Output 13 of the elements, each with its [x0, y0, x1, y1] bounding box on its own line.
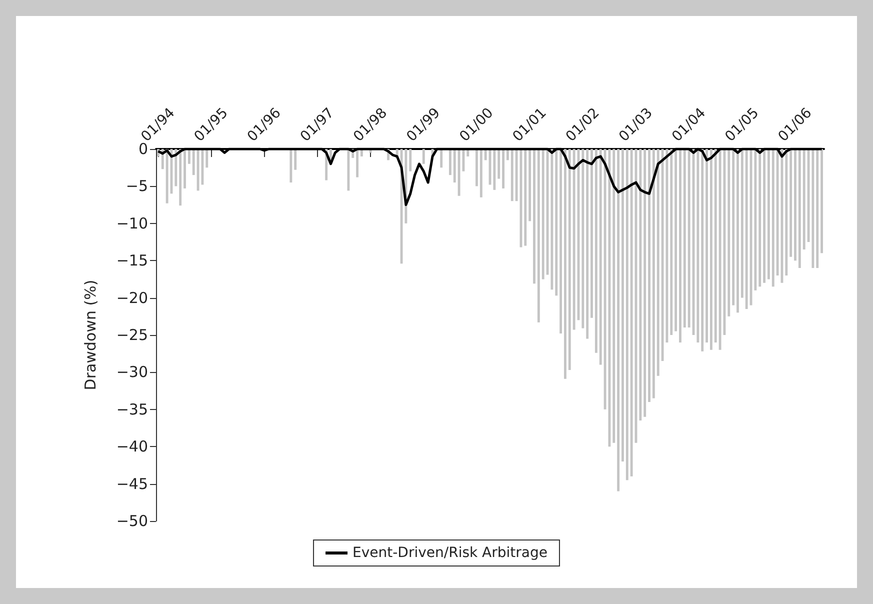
- y-tick-label: −5: [126, 177, 148, 196]
- legend-label: Event-Driven/Risk Arbitrage: [352, 545, 548, 561]
- y-tick-label: −35: [116, 400, 148, 418]
- y-tick-label: −10: [116, 214, 148, 232]
- y-tick-label: −45: [116, 474, 148, 493]
- y-tick-label: −20: [116, 288, 148, 307]
- y-tick-label: −40: [116, 438, 148, 456]
- y-axis-title: Drawdown (%): [82, 280, 100, 390]
- y-tick-label: −30: [116, 363, 148, 382]
- y-tick-label: −15: [116, 252, 148, 270]
- y-tick-label: 0: [138, 140, 148, 158]
- y-tick-label: −25: [116, 326, 148, 344]
- y-tick-label: −50: [116, 512, 148, 530]
